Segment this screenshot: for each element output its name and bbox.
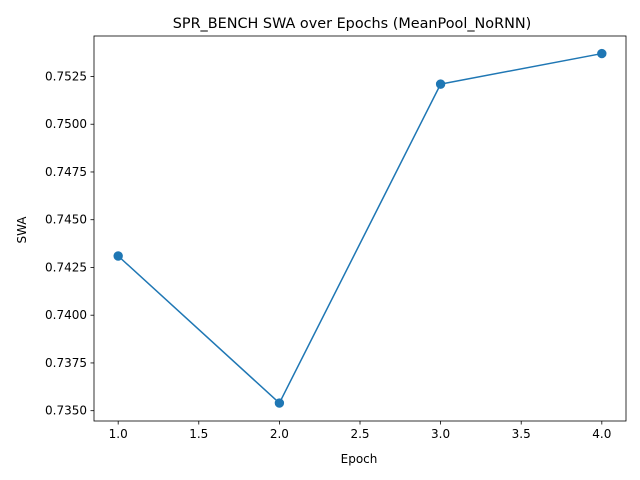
- data-point: [113, 251, 123, 261]
- x-tick-label: 3.0: [431, 427, 450, 441]
- y-tick-label: 0.7425: [45, 260, 87, 274]
- y-tick-label: 0.7525: [45, 69, 87, 83]
- y-tick-label: 0.7450: [45, 213, 87, 227]
- chart-title: SPR_BENCH SWA over Epochs (MeanPool_NoRN…: [173, 16, 531, 32]
- y-tick-label: 0.7400: [45, 308, 87, 322]
- plot-frame: [93, 35, 627, 422]
- data-point: [597, 48, 607, 59]
- y-tick-label: 0.7375: [45, 356, 87, 370]
- x-tick-label: 3.5: [512, 427, 531, 441]
- y-tick-label: 0.7475: [45, 165, 87, 179]
- x-tick-label: 4.0: [592, 427, 611, 441]
- data-point: [274, 398, 285, 408]
- x-tick-label: 2.0: [270, 427, 289, 441]
- series-group: [113, 48, 607, 408]
- x-tick-label: 1.0: [109, 427, 128, 441]
- x-tick-label: 1.5: [189, 427, 208, 441]
- y-tick-label: 0.7500: [45, 117, 87, 131]
- x-axis-label: Epoch: [341, 452, 378, 466]
- data-point: [435, 79, 446, 89]
- x-tick-label: 2.5: [350, 427, 369, 441]
- series-line: [117, 52, 603, 404]
- y-tick-label: 0.7350: [45, 404, 87, 418]
- y-axis-label: SWA: [15, 216, 29, 244]
- axes: 1.0 1.5 2.0 2.5 3.0 3.5 4.0 0.7350 0.7375 0.7400 0…: [45, 35, 627, 441]
